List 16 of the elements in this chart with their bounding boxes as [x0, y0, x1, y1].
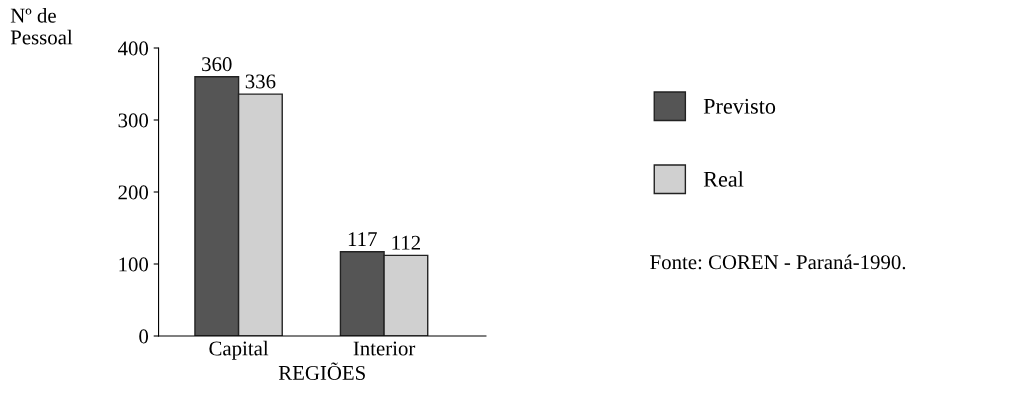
data-label: 336: [245, 74, 276, 89]
legend-label: Real: [703, 171, 744, 187]
data-label: 117: [348, 232, 377, 246]
y-tick-label: 200: [118, 185, 149, 200]
data-label: 360: [202, 57, 232, 72]
y-tick-label: 300: [118, 113, 149, 128]
source-note: Fonte: COREN - Paraná-1990.: [650, 254, 906, 270]
x-tick-label: Interior: [353, 341, 416, 356]
y-axis-title: Nº de Pessoal: [10, 8, 73, 45]
y-tick-label: 100: [119, 257, 149, 272]
legend-label: Previsto: [703, 98, 776, 114]
y-tick-label: 400: [118, 41, 149, 56]
x-axis-title: REGIÕES: [278, 362, 365, 380]
x-tick-label: Capital: [209, 340, 269, 360]
y-tick-label: 0: [139, 329, 149, 344]
data-label: 112: [392, 235, 420, 250]
